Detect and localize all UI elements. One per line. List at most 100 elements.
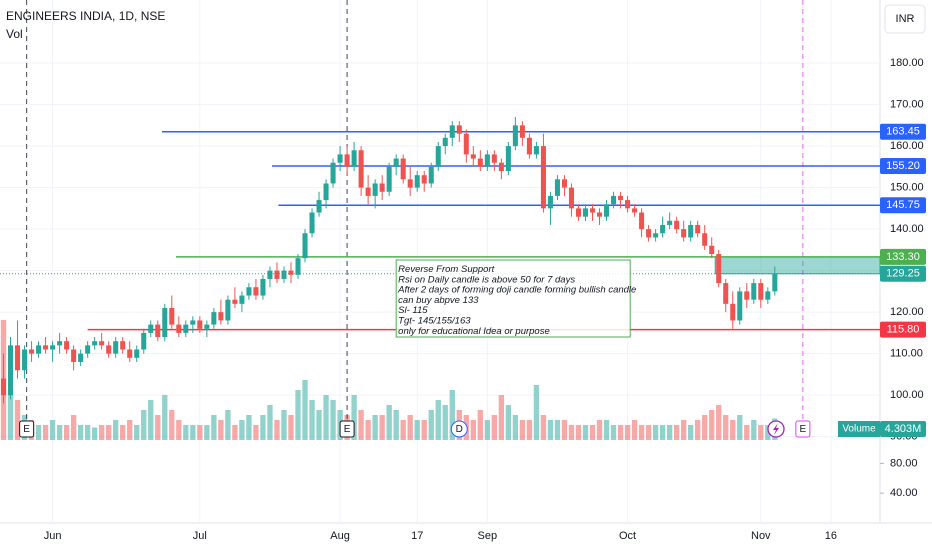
- volume-bar: [554, 420, 561, 440]
- candle-body: [660, 224, 666, 234]
- candle-body: [57, 341, 63, 346]
- candle-body: [400, 158, 406, 180]
- candle-body: [561, 179, 567, 188]
- volume-bar: [7, 390, 14, 440]
- level-label: 163.45: [886, 126, 920, 138]
- note-line: only for educational Idea or purpose: [398, 326, 550, 337]
- volume-bar: [281, 410, 287, 440]
- volume-bar: [505, 405, 512, 440]
- volume-bar: [225, 410, 231, 440]
- candle-body: [232, 299, 238, 304]
- level-tag: [880, 321, 926, 338]
- candle-body: [632, 208, 638, 213]
- candle-body: [407, 179, 413, 188]
- candle-body: [737, 291, 743, 321]
- candle-body: [71, 349, 77, 362]
- candle-body: [653, 233, 659, 238]
- note-line: Rsi on Daily candle is above 50 for 7 da…: [398, 274, 575, 285]
- volume-bar: [260, 415, 266, 440]
- candle-body: [78, 353, 84, 362]
- candle-body: [295, 258, 301, 275]
- level-tag: [880, 248, 926, 265]
- note-line: can buy abpve 133: [398, 295, 479, 306]
- y-tick-label: 170.00: [890, 99, 924, 111]
- volume-bar: [288, 415, 294, 440]
- volume-bar: [35, 425, 42, 440]
- candle-body: [540, 146, 546, 209]
- candle-body: [344, 154, 350, 167]
- candle-body: [162, 307, 168, 338]
- volume-bar: [421, 420, 427, 440]
- candle-body: [134, 349, 140, 358]
- volume-bar: [512, 415, 519, 440]
- candle-body: [288, 270, 294, 275]
- volume-tag: [838, 421, 880, 437]
- volume-bar: [309, 400, 315, 440]
- candle-body: [554, 179, 560, 196]
- candle-body: [470, 154, 476, 159]
- volume-bar: [316, 410, 322, 440]
- volume-bar: [155, 415, 161, 440]
- volume-bar: [547, 420, 554, 440]
- candle-body: [211, 312, 217, 325]
- candle-body: [281, 270, 287, 279]
- candle-body: [239, 295, 245, 304]
- candle-body: [477, 158, 483, 167]
- candle-body: [260, 278, 266, 296]
- volume-bar: [386, 405, 392, 440]
- candle-body: [512, 125, 518, 147]
- volume-bar: [638, 425, 645, 440]
- candle-body: [449, 125, 455, 138]
- x-tick-label: 17: [411, 530, 423, 542]
- candle-body: [505, 146, 511, 172]
- volume-bar: [134, 425, 140, 440]
- volume-bar: [631, 420, 638, 440]
- zone: [714, 256, 881, 275]
- volume-bar: [84, 425, 91, 440]
- volume-bar: [561, 420, 568, 440]
- volume-name: Volume: [842, 424, 876, 435]
- volume-bar: [673, 425, 680, 440]
- y-tick-label: 120.00: [890, 306, 924, 318]
- candle-body: [414, 175, 420, 188]
- volume-bar: [63, 425, 70, 440]
- volume-bar: [723, 415, 729, 440]
- x-tick-label: Oct: [619, 530, 636, 542]
- candle-body: [85, 345, 91, 354]
- candle-body: [267, 270, 273, 279]
- candle-body: [302, 233, 308, 259]
- volume-bar: [56, 425, 63, 440]
- event-label: E: [344, 424, 351, 435]
- candle-body: [547, 195, 553, 209]
- volume-bar: [652, 425, 659, 440]
- candle-body: [253, 287, 259, 296]
- volume-bar: [435, 400, 441, 440]
- candle-body: [639, 212, 645, 230]
- volume-bar: [526, 420, 533, 440]
- level-tag: [880, 123, 926, 140]
- level-tag: [880, 158, 926, 175]
- candle-body: [99, 341, 105, 346]
- candle-body: [323, 183, 329, 201]
- event-badge: [450, 420, 468, 438]
- y-tick-label: 140.00: [890, 223, 924, 235]
- volume-bar: [414, 420, 420, 440]
- candle-body: [674, 220, 680, 230]
- volume-bar: [702, 415, 708, 440]
- volume-bar: [176, 420, 182, 440]
- volume-bar: [519, 420, 526, 440]
- candle-body: [695, 224, 701, 234]
- candle-body: [611, 195, 617, 205]
- event-label: E: [23, 424, 30, 435]
- volume-bar: [596, 420, 603, 440]
- currency-button[interactable]: [884, 4, 926, 34]
- candle-body: [43, 345, 49, 350]
- candle-body: [421, 175, 427, 184]
- volume-bar: [190, 425, 196, 440]
- volume-bar: [449, 390, 455, 440]
- candle-body: [604, 204, 610, 217]
- candle-body: [716, 254, 722, 284]
- currency[interactable]: INR: [896, 13, 915, 25]
- candle-body: [589, 208, 596, 213]
